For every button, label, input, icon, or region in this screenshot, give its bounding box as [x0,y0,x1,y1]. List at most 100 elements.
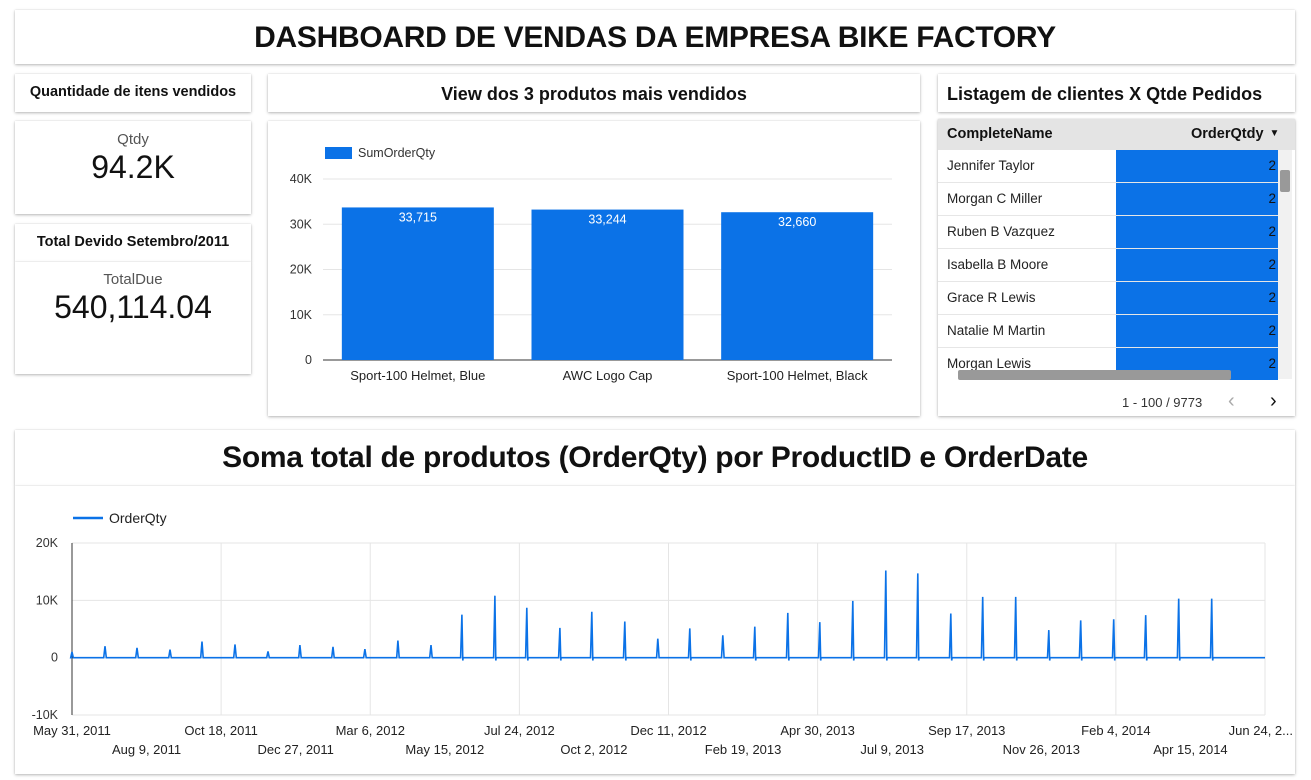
line-x-tick-label: Feb 4, 2014 [1081,723,1150,738]
total-kpi-title-card: Total Devido Setembro/2011 [15,224,251,262]
next-page-icon[interactable]: › [1270,390,1277,412]
line-x-tick-label: May 15, 2012 [405,742,484,757]
line-x-tick-label: Dec 27, 2011 [258,742,334,757]
qty-kpi-title: Quantidade de itens vendidos [29,84,237,100]
bar-chart[interactable]: 0 10K 20K 30K 40K 33,715 33,244 32,660 Sport-1… [268,121,920,416]
order-qty-bar-cell [1116,216,1278,248]
bar-value-label: 33,715 [399,210,437,224]
line-x-tick-label: Aug 9, 2011 [112,742,181,757]
client-name-cell: Natalie M Martin [947,323,1046,338]
client-name-cell: Isabella B Moore [947,257,1049,272]
horizontal-scrollbar-thumb[interactable] [958,370,1231,380]
line-x-tick-label: Apr 15, 2014 [1153,742,1227,757]
line-y-tick-label: 20K [36,536,59,550]
orderqty-series-line[interactable] [69,570,1265,661]
total-kpi-value: 540,114.04 [54,289,212,325]
table-row[interactable]: Isabella B Moore 2 [938,249,1278,282]
order-qty-value: 2 [1268,191,1276,206]
table-header-row: CompleteName OrderQtdy ▼ [938,119,1295,150]
order-qty-bar-cell [1116,249,1278,281]
order-qty-value: 2 [1268,290,1276,305]
table-pagination: 1 - 100 / 9773 ‹ › [938,380,1295,416]
qty-kpi-title-card: Quantidade de itens vendidos [15,74,251,112]
bar-chart-title: View dos 3 produtos mais vendidos [441,84,747,104]
order-qty-bar-cell [1116,183,1278,215]
client-name-cell: Morgan C Miller [947,191,1043,206]
bar-chart-card[interactable]: 0 10K 20K 30K 40K 33,715 33,244 32,660 Sport-1… [268,121,920,416]
order-qty-bar-cell [1116,150,1278,182]
previous-page-icon[interactable]: ‹ [1228,390,1235,412]
line-x-tick-label: Jul 24, 2012 [484,723,555,738]
client-name-cell: Ruben B Vazquez [947,224,1055,239]
client-table-title: Listagem de clientes X Qtde Pedidos [947,84,1263,104]
qty-kpi-scorecard[interactable]: Qtdy 94.2K [15,121,251,214]
line-x-tick-label: May 31, 2011 [33,723,111,738]
order-qty-bar-cell [1116,315,1278,347]
order-qty-value: 2 [1268,257,1276,272]
line-x-tick-label: Oct 2, 2012 [560,742,627,757]
bar[interactable] [721,212,874,360]
table-row[interactable]: Grace R Lewis 2 [938,282,1278,315]
bar-x-category-label: AWC Logo Cap [563,368,653,383]
bar-legend-label: SumOrderQty [358,146,436,160]
order-qty-value: 2 [1268,323,1276,338]
column-header-orderqtdy-label: OrderQtdy [1191,126,1264,142]
line-legend-label: OrderQty [109,510,167,526]
table-row[interactable]: Morgan C Miller 2 [938,183,1278,216]
line-chart-title: Soma total de produtos (OrderQty) por Pr… [222,441,1088,474]
line-x-tick-label: Nov 26, 2013 [1003,742,1080,757]
bar-legend-swatch [325,147,352,159]
line-y-tick-label: 10K [36,593,59,607]
bar[interactable] [531,209,684,360]
vertical-scrollbar[interactable] [1278,150,1292,379]
line-y-tick-label: 0 [51,651,58,665]
total-kpi-title: Total Devido Setembro/2011 [36,234,230,250]
bar-y-tick-label: 30K [290,217,313,231]
line-chart-title-card: Soma total de produtos (OrderQty) por Pr… [15,430,1295,486]
client-name-cell: Grace R Lewis [947,290,1036,305]
client-name-cell: Jennifer Taylor [947,158,1035,173]
total-kpi-label: TotalDue [103,271,163,288]
vertical-scrollbar-thumb[interactable] [1280,170,1290,192]
line-x-tick-label: Apr 30, 2013 [780,723,854,738]
client-table-title-card: Listagem de clientes X Qtde Pedidos [938,74,1295,112]
bar-x-category-label: Sport-100 Helmet, Black [727,368,868,383]
order-qty-value: 2 [1268,356,1276,371]
line-chart-card[interactable]: -10K 0 10K 20K May 31, 2011 Aug 9, 2011 Oct 1… [15,486,1295,774]
line-x-tick-label: Feb 19, 2013 [705,742,782,757]
column-header-completename[interactable]: CompleteName [947,126,1053,142]
dashboard-title-card: DASHBOARD DE VENDAS DA EMPRESA BIKE FACT… [15,10,1295,64]
bar-chart-title-card: View dos 3 produtos mais vendidos [268,74,920,112]
line-y-tick-label: -10K [32,708,59,722]
dashboard-title: DASHBOARD DE VENDAS DA EMPRESA BIKE FACT… [254,21,1056,54]
order-qty-value: 2 [1268,224,1276,239]
qty-kpi-label: Qtdy [117,131,149,148]
bar-y-tick-label: 40K [290,172,313,186]
bar-value-label: 33,244 [588,213,626,227]
bar-y-tick-label: 20K [290,263,313,277]
line-x-tick-label: Jun 24, 2... [1229,723,1293,738]
table-row[interactable]: Ruben B Vazquez 2 [938,216,1278,249]
line-x-tick-label: Oct 18, 2011 [184,723,257,738]
bar[interactable] [341,207,494,360]
order-qty-bar-cell [1116,282,1278,314]
qty-kpi-value: 94.2K [91,149,175,185]
order-qty-value: 2 [1268,158,1276,173]
sort-desc-icon[interactable]: ▼ [1269,128,1280,139]
bar-y-tick-label: 0 [305,353,312,367]
line-x-tick-label: Jul 9, 2013 [860,742,924,757]
table-row[interactable]: Natalie M Martin 2 [938,315,1278,348]
bar-x-category-label: Sport-100 Helmet, Blue [350,368,485,383]
total-kpi-scorecard[interactable]: TotalDue 540,114.04 [15,262,251,374]
column-header-orderqtdy[interactable]: OrderQtdy ▼ [1191,126,1279,142]
bar-y-tick-label: 10K [290,308,313,322]
pagination-range: 1 - 100 / 9773 [1122,395,1203,410]
line-x-tick-label: Dec 11, 2012 [630,723,706,738]
line-x-tick-label: Mar 6, 2012 [336,723,405,738]
client-name-cell: Morgan Lewis [947,356,1032,371]
line-x-tick-label: Sep 17, 2013 [928,723,1005,738]
client-table[interactable]: CompleteName OrderQtdy ▼ Jennifer Taylor 2… [938,119,1295,416]
bar-value-label: 32,660 [778,215,816,229]
table-row[interactable]: Jennifer Taylor 2 [938,150,1278,183]
